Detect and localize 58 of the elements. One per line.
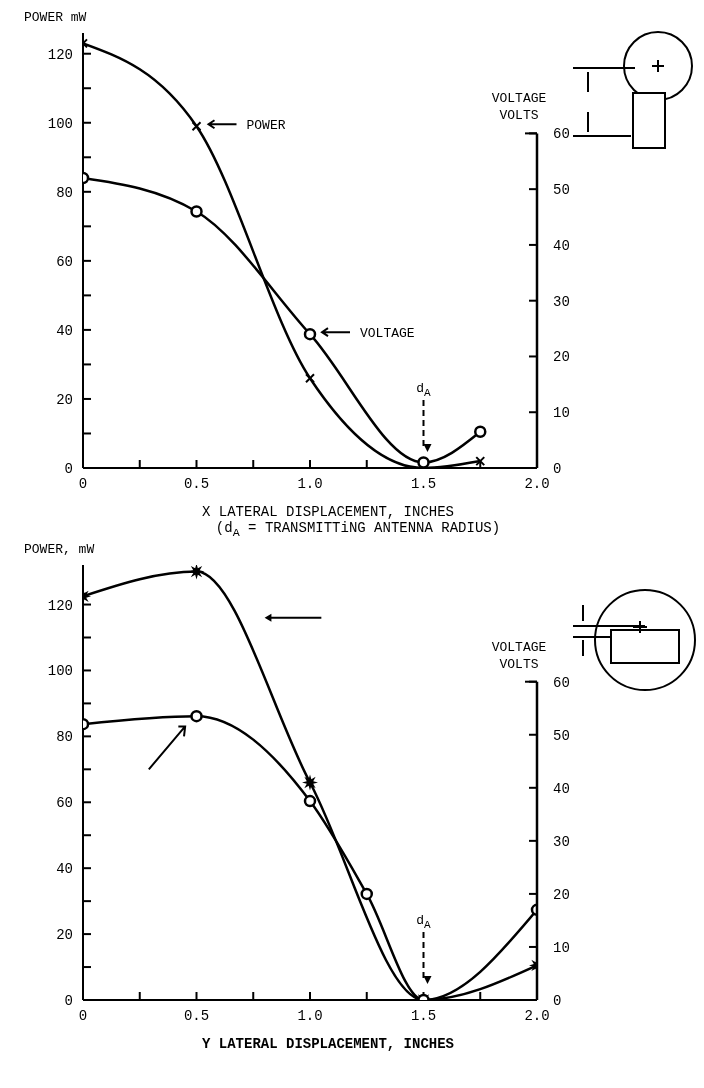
y-tick-label: 40 [56,860,73,877]
y2-tick-label: 40 [553,237,570,254]
point [360,887,373,900]
y2-tick-label: 10 [553,405,570,422]
y2-tick-label: 0 [553,992,562,1009]
y2-tick-label: 20 [553,886,570,903]
point [305,373,315,384]
y2-tick-label: 50 [553,727,570,744]
y2-tick-label: 50 [553,182,570,199]
x-axis-title: X LATERAL DISPLACEMENT, INCHES [200,504,455,520]
point [417,456,430,468]
y2-axis-title: VOLTAGE VOLTS [491,91,547,124]
ref-line-label: d$_{A}$ [416,381,432,400]
legend-label: POWER [246,118,286,134]
y-axis-title: POWER, mW [24,541,95,557]
y-tick-label: 60 [56,253,73,270]
y-tick-label: 80 [56,729,73,746]
y2-tick-label: 40 [553,780,570,797]
y-tick-label: 80 [56,184,73,201]
y2-tick-label: 0 [553,460,562,477]
point [191,121,202,132]
point [190,205,203,218]
x-tick-label: 1.0 [297,475,323,492]
y2-tick-label: 60 [553,126,570,143]
text: (d$_{A}$ = TRANSMITTiNG ANTENNA RADIUS) [214,520,502,540]
point [474,425,487,438]
x-axis-title: Y LATERAL DISPLACEMENT, INCHES [200,1035,455,1052]
y-tick-label: 120 [47,597,73,614]
y-tick-label: 0 [64,460,73,477]
y-tick-label: 100 [47,115,73,132]
y2-axis-title: VOLTAGE VOLTS [491,639,547,672]
x-tick-label: 1.5 [410,1007,437,1024]
x-tick-label: 1.0 [297,1007,323,1024]
x-tick-label: 1.5 [410,475,437,492]
y-tick-label: 20 [56,391,73,408]
x-tick-label: 0.5 [183,1007,210,1024]
point [190,709,203,723]
x-tick-label: 2.0 [524,475,550,492]
y-tick-label: 120 [47,46,73,63]
ref-line-label: d$_{A}$ [416,912,432,932]
y-tick-label: 20 [56,926,73,943]
y-tick-label: 100 [47,663,73,680]
point [303,327,317,341]
y-axis-title: POWER mW [24,10,87,25]
legend-label: VOLTAGE [360,326,415,342]
y2-tick-label: 60 [553,674,570,691]
x-tick-label: 0 [78,475,88,492]
x-tick-label: 0 [78,1007,88,1024]
y2-tick-label: 20 [553,349,570,366]
x-tick-label: 2.0 [524,1007,550,1024]
y2-tick-label: 10 [553,939,570,956]
y-tick-label: 60 [56,795,73,812]
point [303,794,317,808]
x-tick-label: 0.5 [183,475,210,492]
y-tick-label: 40 [56,322,73,339]
y2-tick-label: 30 [553,293,570,310]
y2-tick-label: 30 [553,833,570,850]
y-tick-label: 0 [64,992,73,1009]
